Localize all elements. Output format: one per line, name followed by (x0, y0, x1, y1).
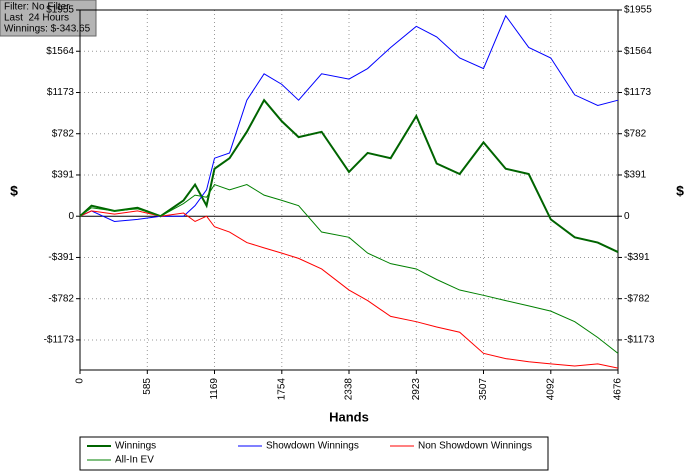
y-tick-label: 0 (68, 211, 74, 222)
y2-tick-label: -$1173 (624, 335, 655, 346)
legend (79, 436, 549, 471)
x-tick-label: 1754 (276, 378, 287, 401)
x-tick-label: 2338 (344, 378, 355, 401)
y2-tick-label: $391 (624, 170, 647, 181)
y2-tick-label: $1173 (624, 87, 652, 98)
x-tick-label: 4092 (545, 378, 556, 401)
legend-label: All-In EV (115, 455, 154, 466)
series-line (79, 14, 619, 222)
series-line (79, 210, 619, 369)
legend-label: Winnings (115, 441, 156, 452)
y2-tick-label: $1955 (624, 5, 652, 16)
legend-label: Showdown Winnings (266, 441, 359, 452)
y-tick-label: $1564 (46, 46, 74, 57)
x-tick-label: 3507 (478, 378, 489, 401)
y-tick-label: -$391 (48, 252, 74, 263)
y2-tick-label: -$782 (624, 293, 650, 304)
x-tick-label: 1169 (209, 378, 220, 400)
x-tick-label: 4676 (613, 378, 624, 401)
info-text: Last 24 Hours (4, 13, 69, 24)
y-tick-label: $782 (52, 128, 75, 139)
y2-tick-label: 0 (624, 211, 630, 222)
y-tick-label: $1173 (47, 87, 75, 98)
plot-border (79, 9, 619, 371)
y-tick-label: -$782 (48, 293, 74, 304)
y2-tick-label: $782 (624, 128, 647, 139)
legend-label: Non Showdown Winnings (418, 441, 532, 452)
y2-tick-label: $1564 (624, 46, 652, 57)
y-tick-label: -$1173 (44, 335, 75, 346)
y2-axis-label: $ (676, 183, 684, 199)
y-tick-label: $1955 (46, 5, 74, 16)
info-text: Winnings: $-343.65 (4, 24, 91, 35)
y-tick-label: $391 (52, 170, 75, 181)
x-tick-label: 2923 (411, 378, 422, 401)
series-line (79, 183, 619, 354)
y-axis-label: $ (10, 183, 18, 199)
y2-tick-label: -$391 (624, 252, 650, 263)
x-tick-label: 0 (75, 378, 86, 384)
x-tick-label: 585 (142, 378, 153, 395)
series-line (79, 98, 619, 253)
x-axis-label: Hands (329, 409, 369, 424)
info-text: Filter: No Filter (4, 2, 70, 13)
